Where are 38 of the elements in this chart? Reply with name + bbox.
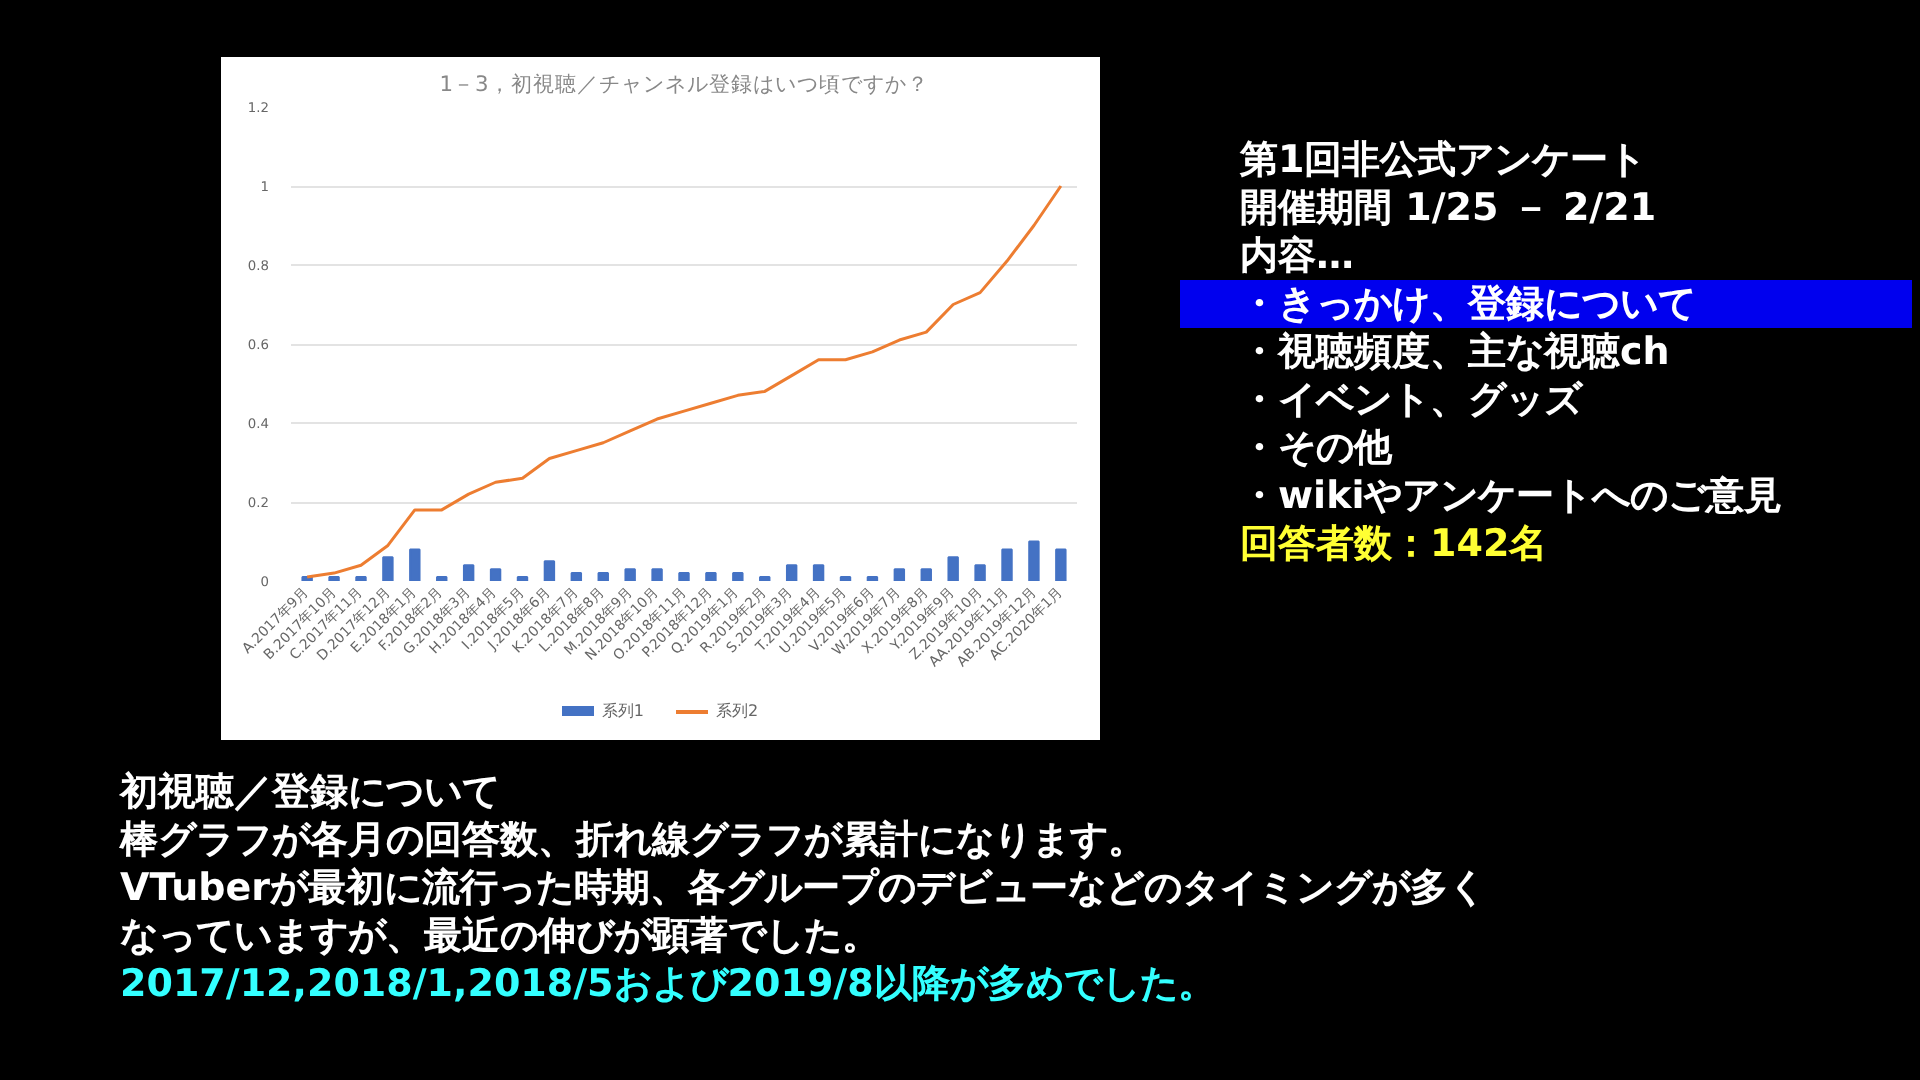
- text: 初視聴／登録について: [120, 768, 502, 816]
- text: VTuberが最初に流行った時期、各グループのデビューなどのタイミングが多くなっていますが、最近の伸びが顕著でした。: [120, 864, 1488, 960]
- bar: [462, 564, 475, 581]
- bar: [1028, 540, 1040, 581]
- legend-label: 系列2: [714, 700, 759, 722]
- text: ・wikiやアンケートへのご意見: [1240, 472, 1785, 520]
- bar: [409, 548, 421, 581]
- text: 第1回非公式アンケート: [1240, 136, 1649, 184]
- text: 2017/12,2018/1,2018/5および2019/8以降が多めでした。: [120, 960, 1218, 1008]
- bar: [678, 572, 690, 581]
- text: ・その他: [1240, 424, 1395, 472]
- text: 開催期間 1/25 － 2/21: [1240, 184, 1659, 232]
- bar: [543, 560, 556, 581]
- bar: [382, 556, 394, 581]
- line-series: [305, 184, 1063, 579]
- bar: [812, 564, 825, 581]
- bar: [1001, 548, 1013, 581]
- text: 棒グラフが各月の回答数、折れ線グラフが累計になります。: [120, 816, 1148, 864]
- bar: [974, 564, 986, 581]
- bar: [947, 556, 959, 581]
- bar: [893, 568, 906, 581]
- legend-label: 系列1: [599, 700, 644, 722]
- bar: [705, 572, 717, 581]
- bar: [624, 568, 636, 581]
- text: 回答者数：142名: [1240, 520, 1550, 568]
- bar: [489, 568, 502, 581]
- bar: [597, 572, 609, 581]
- bar: [1055, 548, 1067, 581]
- bar: [920, 568, 932, 581]
- text: ・視聴頻度、主な視聴ch: [1240, 328, 1672, 376]
- text: ・イベント、グッズ: [1240, 376, 1585, 424]
- chart-title: 1－3，初視聴／チャンネル登録はいつ頃ですか？: [439, 71, 929, 97]
- bar: [651, 568, 663, 581]
- text: ・きっかけ、登録について: [1180, 280, 1912, 328]
- text: 内容…: [1240, 232, 1356, 280]
- bar: [785, 564, 798, 581]
- bar: [570, 572, 583, 581]
- bar: [732, 572, 744, 581]
